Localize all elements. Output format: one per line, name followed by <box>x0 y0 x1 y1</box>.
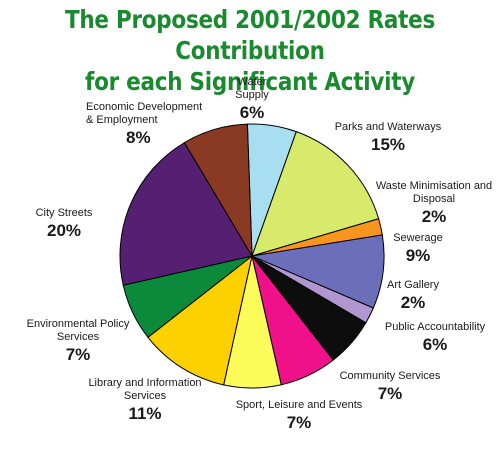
label-city-streets-pct: 20% <box>46 221 82 240</box>
label-economic-development-name: Economic Development & Employment <box>86 101 203 126</box>
label-sport-leisure-events: Sport, Leisure and Events 7% <box>234 399 364 433</box>
label-sewerage: Sewerage 9% <box>388 232 448 266</box>
label-economic-development: Economic Development & Employment 8% <box>82 101 204 148</box>
label-water-supply: Water Supply 6% <box>222 76 282 123</box>
label-library-information-name: Library and Information Services <box>88 377 202 402</box>
label-sewerage-pct: 9% <box>405 246 431 265</box>
label-art-gallery: Art Gallery 2% <box>380 279 446 313</box>
pie-slice-library-and-information-services <box>147 254 253 386</box>
label-sewerage-name: Sewerage <box>393 232 443 244</box>
label-community-services: Community Services 7% <box>336 370 444 404</box>
label-environmental-policy-pct: 7% <box>65 345 91 364</box>
label-sport-leisure-events-pct: 7% <box>286 413 312 432</box>
label-waste-minimisation: Waste Minimisation and Disposal 2% <box>368 180 500 227</box>
label-community-services-name: Community Services <box>339 370 441 382</box>
label-art-gallery-pct: 2% <box>400 293 426 312</box>
label-public-accountability-name: Public Accountability <box>384 321 486 333</box>
label-economic-development-pct: 8% <box>126 128 151 147</box>
label-library-information: Library and Information Services 11% <box>80 377 210 424</box>
label-parks-and-waterways: Parks and Waterways 15% <box>318 121 458 155</box>
chart-title: The Proposed 2001/2002 Rates Contributio… <box>0 4 500 97</box>
label-water-supply-name: Water Supply <box>235 76 269 101</box>
chart-title-line-2: for each Significant Activity <box>84 67 416 96</box>
label-city-streets-name: City Streets <box>35 207 93 219</box>
label-public-accountability-pct: 6% <box>422 335 448 354</box>
label-environmental-policy-name: Environmental Policy Services <box>26 318 130 343</box>
label-water-supply-pct: 6% <box>239 103 265 122</box>
label-parks-and-waterways-pct: 15% <box>370 135 406 154</box>
label-art-gallery-name: Art Gallery <box>387 279 439 291</box>
chart-title-line-1: The Proposed 2001/2002 Rates Contributio… <box>64 5 436 65</box>
label-library-information-pct: 11% <box>128 404 162 423</box>
label-waste-minimisation-pct: 2% <box>421 207 447 226</box>
label-waste-minimisation-name: Waste Minimisation and Disposal <box>375 180 493 205</box>
label-environmental-policy: Environmental Policy Services 7% <box>26 318 130 365</box>
pie-slice-parks-and-waterways <box>251 131 380 257</box>
pie-slice-economic-development-employment <box>183 123 253 257</box>
label-city-streets: City Streets 20% <box>24 207 104 241</box>
label-sport-leisure-events-name: Sport, Leisure and Events <box>235 399 363 411</box>
pie-slice-city-streets <box>119 141 253 286</box>
label-parks-and-waterways-name: Parks and Waterways <box>334 121 442 133</box>
label-community-services-pct: 7% <box>377 384 403 403</box>
label-public-accountability: Public Accountability 6% <box>374 321 496 355</box>
